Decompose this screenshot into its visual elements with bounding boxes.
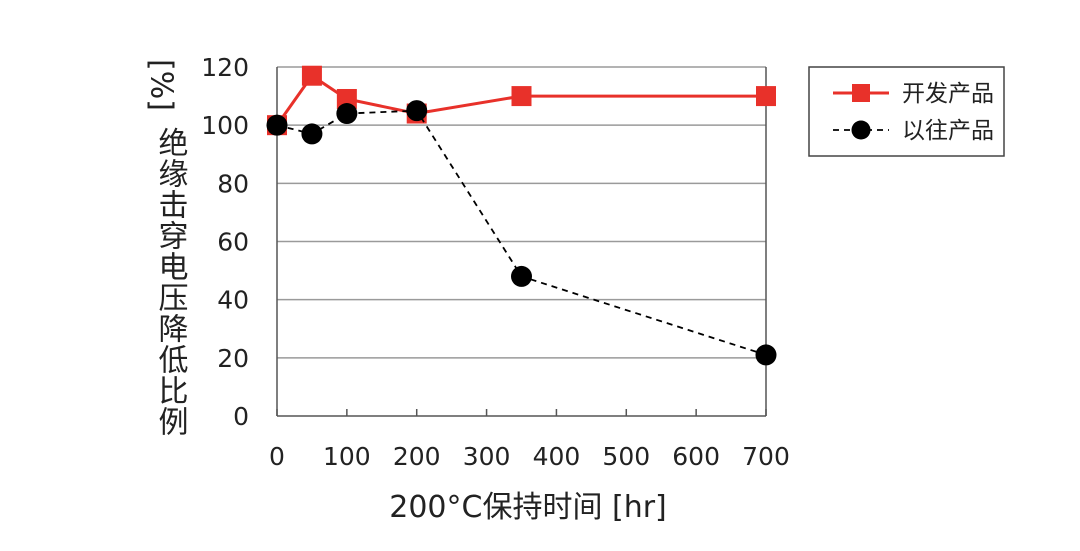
y-tick-label-60: 60 [217, 228, 249, 257]
y-tick-label-20: 20 [217, 344, 249, 373]
x-tick-label-0: 0 [269, 442, 285, 471]
series-2-point [755, 344, 777, 366]
y-axis-title: 绝缘击穿电压降低比例 [153, 127, 189, 437]
y-tick-label-120: 120 [201, 53, 249, 82]
legend-box [808, 66, 1005, 157]
legend-marker-1 [852, 84, 870, 102]
series-2-point [511, 265, 532, 287]
x-axis-title: 200°C保持时间 [hr] [389, 490, 667, 525]
y-tick-label-100: 100 [201, 111, 249, 140]
x-tick-label-100: 100 [323, 442, 371, 471]
x-tick-label-600: 600 [672, 442, 720, 471]
x-ticks: 0 100 200 300 400 500 600 700 [269, 409, 790, 471]
series-2-point [301, 123, 323, 145]
y-ticks: 0 20 40 60 80 100 120 [201, 53, 249, 431]
series-1-point [511, 86, 532, 107]
y-tick-label-0: 0 [233, 402, 249, 431]
y-tick-label-80: 80 [217, 169, 249, 198]
series-2-point [266, 114, 288, 136]
series-2-point [336, 103, 358, 125]
x-tick-label-400: 400 [533, 442, 581, 471]
series-layer [266, 65, 777, 366]
legend-marker-2 [851, 120, 871, 140]
y-axis-unit: [%] [144, 59, 179, 111]
series-2-point [406, 100, 428, 122]
x-tick-label-300: 300 [463, 442, 511, 471]
series-1-point [336, 88, 357, 109]
series-1-point [756, 86, 776, 107]
series-line-2 [276, 109, 767, 356]
series-1-point [301, 65, 322, 86]
x-tick-label-200: 200 [393, 442, 441, 471]
grid [277, 66, 766, 359]
legend-label-1: 开发产品 [902, 81, 994, 107]
y-tick-label-40: 40 [217, 286, 249, 315]
legend-label-2: 以往产品 [902, 118, 994, 144]
x-tick-label-500: 500 [602, 442, 650, 471]
x-tick-label-700: 700 [742, 442, 790, 471]
